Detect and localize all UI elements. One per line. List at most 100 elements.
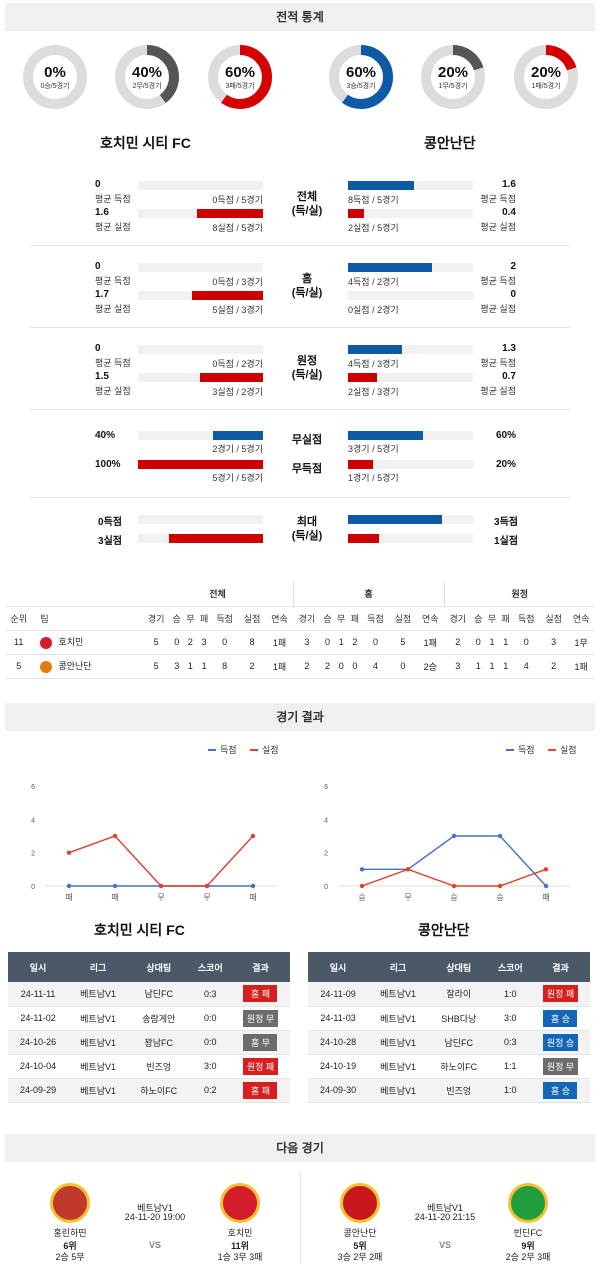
rank-column-header: 연속 bbox=[416, 606, 445, 631]
compare-title-sub: (득/실) bbox=[291, 369, 323, 381]
donut-ring bbox=[208, 45, 272, 109]
donut-subtitle: 0승/5경기 bbox=[40, 83, 70, 90]
home-rate-fill bbox=[213, 431, 263, 440]
x-tick-label: 승 bbox=[450, 893, 457, 902]
results-cell: 하노이FC bbox=[428, 1054, 490, 1079]
results-cell: 24-11-02 bbox=[8, 1006, 69, 1031]
away-bar-fill bbox=[348, 263, 432, 272]
y-tick-label: 0 bbox=[324, 884, 328, 891]
rank-cell: 1패 bbox=[265, 654, 294, 679]
next-team-record: 2승 2무 3패 bbox=[505, 1252, 551, 1262]
away-bar-fill bbox=[348, 181, 414, 190]
away-rate-track bbox=[348, 460, 473, 469]
rank-column-header: 연속 bbox=[567, 606, 595, 631]
rank-column-header: 패 bbox=[498, 606, 513, 631]
next-time: 24-11-20 19:00 bbox=[124, 1212, 186, 1222]
results-header-row: 일시 리그 상대팀 스코어 결과 bbox=[308, 952, 590, 982]
rank-team-name[interactable]: 호치민 bbox=[58, 637, 84, 648]
rank-cell: 1 bbox=[471, 654, 486, 679]
away-stat-value: 1.3 bbox=[502, 343, 516, 354]
rank-column-header: 무 bbox=[485, 606, 499, 631]
results-cell: 24-11-03 bbox=[308, 1006, 369, 1031]
rank-cell: 호치민 bbox=[32, 630, 143, 655]
results-cell: 꽝남FC bbox=[128, 1030, 190, 1055]
home-rate-value: 40% bbox=[95, 430, 116, 441]
team-logo-icon bbox=[340, 1183, 380, 1223]
away-bar-note: 0실점 / 2경기 bbox=[348, 305, 399, 315]
home-stat-value: 0 bbox=[95, 261, 101, 272]
rank-cell: 0 bbox=[320, 630, 335, 655]
next-team-rank: 6위 bbox=[63, 1241, 77, 1251]
away-bar-note: 2실점 / 5경기 bbox=[348, 223, 399, 233]
next-league: 베트남V1 bbox=[427, 1203, 463, 1213]
rank-cell: 1 bbox=[197, 654, 211, 679]
donut-ring bbox=[23, 45, 87, 109]
donut-subtitle: 3패/5경기 bbox=[225, 83, 255, 90]
rank-cell: 0 bbox=[389, 654, 417, 679]
results-column-header: 일시 bbox=[308, 952, 369, 982]
home-stat-value: 0 bbox=[95, 343, 101, 354]
y-tick-label: 2 bbox=[324, 851, 328, 858]
data-point bbox=[451, 833, 457, 839]
data-point bbox=[359, 883, 365, 889]
team-logo-icon bbox=[40, 636, 53, 649]
rank-group-header: 원정 bbox=[444, 582, 595, 607]
rank-cell: 3 bbox=[539, 630, 568, 655]
stats-section-header: 전적 통계 bbox=[5, 3, 595, 31]
x-tick-label: 승 bbox=[496, 893, 503, 902]
away-max-goal-fill bbox=[348, 515, 442, 524]
rank-cell: 0 bbox=[512, 630, 540, 655]
results-cell: 원정 패 bbox=[230, 1054, 290, 1079]
away-rate-value: 60% bbox=[495, 430, 516, 441]
donut-arc bbox=[329, 45, 393, 109]
y-tick-label: 4 bbox=[31, 817, 35, 824]
results-cell: 원정 무 bbox=[530, 1054, 590, 1079]
rank-cell: 2 bbox=[320, 654, 335, 679]
results-cell: 24-10-26 bbox=[8, 1030, 69, 1055]
next-team-name[interactable]: 빈딘FC bbox=[513, 1228, 543, 1238]
results-cell: 24-11-09 bbox=[308, 982, 369, 1007]
result-badge: 홈 패 bbox=[243, 985, 278, 1003]
compare-title-sub: (득/실) bbox=[291, 205, 323, 217]
away-stat-value: 0 bbox=[510, 289, 516, 300]
away-max-conc-track bbox=[348, 534, 473, 543]
donut-percent: 20% bbox=[437, 64, 469, 81]
results-row: 24-10-04 베트남V1 빈즈엉 3:0 원정 패 bbox=[8, 1054, 290, 1079]
results-column-header: 상대팀 bbox=[428, 952, 490, 982]
away-bar-note: 8득점 / 5경기 bbox=[348, 195, 399, 205]
rank-cell: 1 bbox=[485, 630, 499, 655]
rank-cell: 4 bbox=[512, 654, 540, 679]
donut-chart: 20% 1패/5경기 bbox=[513, 44, 579, 110]
next-team-name[interactable]: 홍린하띤 bbox=[53, 1228, 87, 1238]
team-logo-icon bbox=[508, 1183, 548, 1223]
next-team-name[interactable]: 콩안난단 bbox=[343, 1228, 377, 1238]
next-team-name[interactable]: 호치민 bbox=[227, 1228, 253, 1238]
divider bbox=[30, 245, 570, 246]
divider bbox=[30, 497, 570, 498]
rank-cell: 0 bbox=[334, 654, 349, 679]
rank-cell: 1 bbox=[498, 630, 513, 655]
results-row: 24-10-26 베트남V1 꽝남FC 0:0 홈 무 bbox=[8, 1030, 290, 1055]
results-row: 24-11-09 베트남V1 잘라이 1:0 원정 패 bbox=[308, 982, 590, 1007]
x-tick-label: 무 bbox=[203, 893, 210, 902]
result-badge: 홈 승 bbox=[543, 1009, 578, 1027]
rank-cell: 3 bbox=[169, 654, 184, 679]
next-time: 24-11-20 21:15 bbox=[414, 1212, 476, 1222]
results-column-header: 리그 bbox=[68, 952, 128, 982]
away-stat-label: 평균 득점 bbox=[480, 194, 516, 204]
max-title-main: 최대 bbox=[296, 516, 318, 528]
rank-column-header: 경기 bbox=[142, 606, 170, 631]
donut-ring bbox=[514, 45, 578, 109]
next-divider bbox=[300, 1172, 301, 1264]
results-cell: 홈 승 bbox=[530, 1006, 590, 1031]
compare-title: 전체 (득/실) bbox=[277, 190, 337, 218]
rank-team-name[interactable]: 콩안난단 bbox=[58, 661, 92, 672]
away-stat-label: 평균 실점 bbox=[480, 304, 516, 314]
results-cell: 베트남V1 bbox=[368, 1078, 428, 1103]
next-section-header: 다음 경기 bbox=[5, 1134, 595, 1162]
rank-column-header: 승 bbox=[471, 606, 486, 631]
data-point bbox=[497, 833, 503, 839]
away-bar-fill bbox=[348, 209, 364, 218]
home-stat-value: 1.7 bbox=[95, 289, 109, 300]
result-badge: 홈 승 bbox=[543, 1081, 578, 1099]
